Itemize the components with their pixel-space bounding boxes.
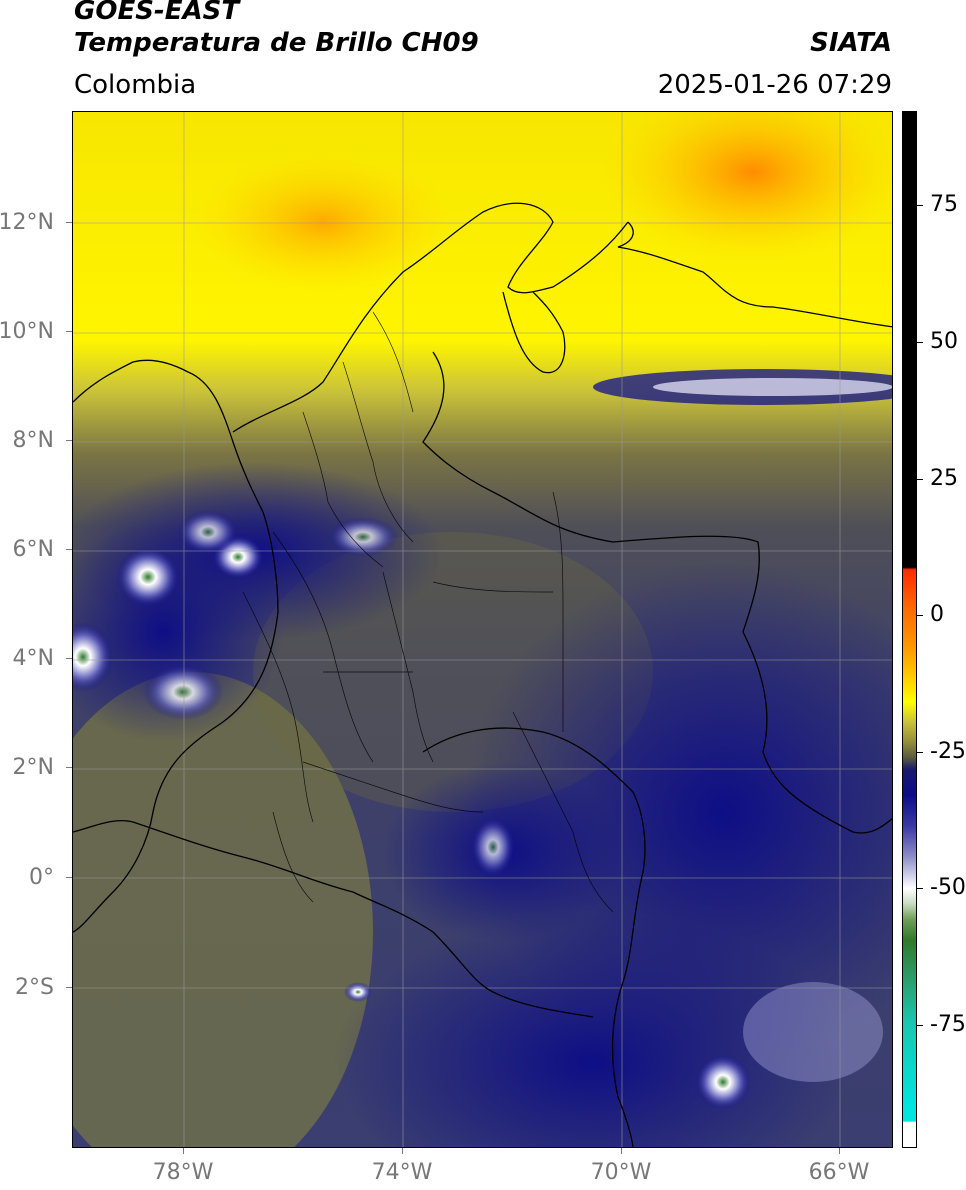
lat-label-0: 0° — [29, 865, 54, 890]
lat-label-8n: 8°N — [12, 428, 54, 453]
lon-tick-74w — [402, 1148, 403, 1154]
lon-tick-70w — [621, 1148, 622, 1154]
lat-tick-4n — [66, 658, 72, 659]
lat-label-2n: 2°N — [12, 755, 54, 780]
colorbar-label-75: 75 — [930, 192, 958, 217]
timestamp-label: 2025-01-26 07:29 — [657, 70, 892, 100]
colorbar-tick-neg25 — [917, 752, 923, 753]
brightness-temperature-map — [72, 111, 893, 1148]
region-label: Colombia — [74, 70, 197, 100]
lat-label-10n: 10°N — [0, 319, 54, 344]
lat-label-4n: 4°N — [12, 646, 54, 671]
lat-tick-2n — [66, 767, 72, 768]
colorbar-label-25: 25 — [930, 466, 958, 491]
colorbar-label-neg50: -50 — [930, 875, 966, 900]
lon-label-74w: 74°W — [371, 1160, 433, 1185]
lon-tick-66w — [839, 1148, 840, 1154]
lat-tick-2s — [66, 987, 72, 988]
colorbar-tick-neg50 — [917, 888, 923, 889]
colorbar-tick-50 — [917, 342, 923, 343]
lat-tick-10n — [66, 331, 72, 332]
country-borders — [73, 202, 892, 1147]
satellite-title: GOES-EAST — [74, 0, 240, 26]
map-canvas — [73, 112, 892, 1147]
lon-label-66w: 66°W — [808, 1160, 870, 1185]
lat-label-6n: 6°N — [12, 537, 54, 562]
colorbar-tick-neg75 — [917, 1025, 923, 1026]
lat-label-2s: 2°S — [15, 975, 54, 1000]
lat-label-12n: 12°N — [0, 210, 54, 235]
lat-tick-12n — [66, 222, 72, 223]
colorbar-label-neg25: -25 — [930, 739, 966, 764]
temperature-colorbar — [902, 111, 917, 1148]
lon-tick-78w — [183, 1148, 184, 1154]
lat-tick-0 — [66, 877, 72, 878]
colorbar-label-50: 50 — [930, 329, 958, 354]
department-borders — [242, 311, 614, 913]
organization-label: SIATA — [810, 28, 892, 58]
lon-label-78w: 78°W — [152, 1160, 214, 1185]
product-title: Temperatura de Brillo CH09 — [74, 28, 479, 58]
colorbar-label-0: 0 — [930, 602, 944, 627]
colorbar-label-neg75: -75 — [930, 1012, 966, 1037]
colorbar-tick-25 — [917, 479, 923, 480]
colorbar-tick-75 — [917, 205, 923, 206]
graticule — [73, 112, 892, 1147]
lat-tick-6n — [66, 549, 72, 550]
colorbar-tick-0 — [917, 615, 923, 616]
lon-label-70w: 70°W — [590, 1160, 652, 1185]
lat-tick-8n — [66, 440, 72, 441]
